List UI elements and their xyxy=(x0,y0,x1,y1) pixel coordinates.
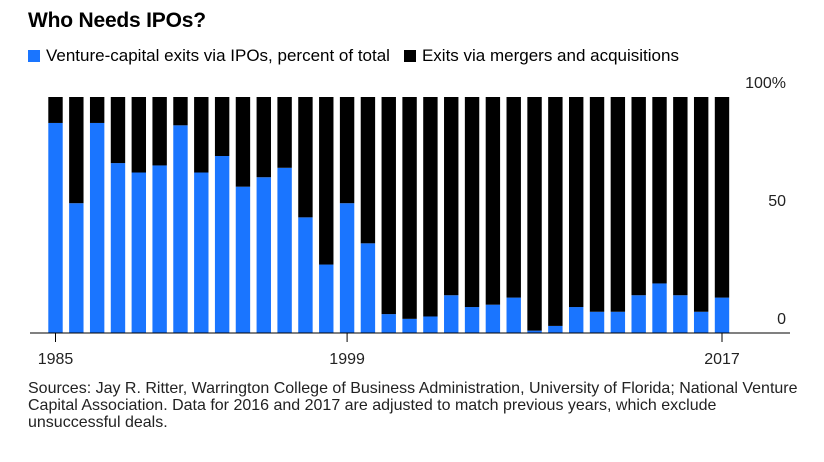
bar-ma-2017 xyxy=(714,97,730,298)
y-tick-label-0: 0 xyxy=(777,311,786,328)
chart-legend: Venture-capital exits via IPOs, percent … xyxy=(28,46,693,66)
legend-label-ma: Exits via mergers and acquisitions xyxy=(421,46,679,65)
x-axis-ticks: 1985 1999 2017 xyxy=(38,333,740,368)
bar-ipo-2006 xyxy=(485,304,501,333)
x-tick-label-1985: 1985 xyxy=(38,351,74,368)
bar-ma-1985 xyxy=(48,97,63,123)
bar-ipo-2005 xyxy=(464,307,480,333)
bar-ma-1994 xyxy=(235,97,251,187)
bar-ipo-2001 xyxy=(381,314,396,333)
bar-ipo-1990 xyxy=(152,165,167,333)
legend-item-ipo: Venture-capital exits via IPOs, percent … xyxy=(28,46,390,66)
bar-ipo-2011 xyxy=(589,311,605,333)
legend-label-ipo: Venture-capital exits via IPOs, percent … xyxy=(46,46,390,65)
bar-ma-1997 xyxy=(298,97,313,218)
bar-ma-1989 xyxy=(131,97,147,173)
bar-ma-2000 xyxy=(360,97,376,244)
bar-ipo-2017 xyxy=(714,297,730,333)
bar-ma-2001 xyxy=(381,97,396,315)
bar-ma-2004 xyxy=(444,97,459,296)
bar-ma-2002 xyxy=(402,97,417,319)
bar-ipo-2003 xyxy=(423,316,438,333)
bar-ipo-2016 xyxy=(693,311,709,333)
bar-ma-2015 xyxy=(673,97,688,296)
bar-ma-2007 xyxy=(506,97,521,298)
x-tick-label-1999: 1999 xyxy=(329,351,365,368)
bar-ipo-1988 xyxy=(110,163,126,333)
bar-ma-1986 xyxy=(69,97,84,204)
legend-swatch-ma xyxy=(403,50,416,62)
bar-ipo-2002 xyxy=(402,318,417,333)
bar-ipo-1992 xyxy=(194,172,209,333)
bar-ipo-1998 xyxy=(319,264,334,333)
legend-swatch-ipo xyxy=(28,50,40,62)
bar-ipo-1991 xyxy=(173,125,188,333)
bar-ma-2003 xyxy=(423,97,438,317)
bar-ma-2011 xyxy=(589,97,605,312)
legend-item-ma: Exits via mergers and acquisitions xyxy=(403,46,679,66)
bar-ma-1995 xyxy=(256,97,271,178)
bar-ma-1998 xyxy=(319,97,334,265)
bar-ma-1996 xyxy=(277,97,292,168)
bar-ma-2016 xyxy=(693,97,709,312)
bar-ma-1999 xyxy=(339,97,355,204)
bar-ipo-2009 xyxy=(548,325,563,333)
bar-ma-2005 xyxy=(464,97,480,308)
bar-ipo-1987 xyxy=(89,122,105,334)
bar-ipo-1986 xyxy=(69,203,84,333)
bar-ma-2013 xyxy=(631,97,646,296)
bar-group xyxy=(48,97,730,334)
bar-ipo-1989 xyxy=(131,172,147,333)
bar-ipo-1997 xyxy=(298,217,313,333)
bar-ma-1990 xyxy=(152,97,167,166)
bar-ipo-1999 xyxy=(339,203,355,333)
bar-ma-1993 xyxy=(214,97,230,156)
bar-ipo-1995 xyxy=(256,177,271,333)
bar-ipo-2012 xyxy=(610,311,626,333)
bar-ma-1987 xyxy=(89,97,105,123)
bar-ma-2006 xyxy=(485,97,501,305)
bar-ipo-2008 xyxy=(527,330,542,333)
y-axis-ticks: 0 50 100% xyxy=(745,75,786,328)
source-note: Sources: Jay R. Ritter, Warrington Colle… xyxy=(28,380,798,431)
bar-ipo-2014 xyxy=(652,283,667,333)
bar-ipo-1985 xyxy=(48,122,63,334)
bar-ma-2008 xyxy=(527,97,542,331)
y-tick-label-100: 100% xyxy=(745,75,786,92)
bar-ma-1991 xyxy=(173,97,188,126)
bar-chart: 1985 1999 2017 0 50 100% xyxy=(30,75,790,368)
bar-ma-2014 xyxy=(652,97,667,284)
bar-ipo-2010 xyxy=(569,307,584,333)
bar-ma-1988 xyxy=(110,97,126,164)
bar-ma-2010 xyxy=(569,97,584,308)
bar-ma-2009 xyxy=(548,97,563,326)
x-tick-label-2017: 2017 xyxy=(704,351,740,368)
bar-ma-1992 xyxy=(194,97,209,173)
y-tick-label-50: 50 xyxy=(768,193,786,210)
bar-ipo-2013 xyxy=(631,295,646,333)
bar-ipo-1996 xyxy=(277,167,292,333)
chart-title: Who Needs IPOs? xyxy=(28,9,206,32)
bar-ipo-2004 xyxy=(444,295,459,333)
bar-ipo-1993 xyxy=(214,156,230,333)
bar-ipo-2015 xyxy=(673,295,688,333)
bar-ipo-2007 xyxy=(506,297,521,333)
bar-ma-2012 xyxy=(610,97,626,312)
bar-ipo-2000 xyxy=(360,243,376,333)
bar-ipo-1994 xyxy=(235,186,251,333)
